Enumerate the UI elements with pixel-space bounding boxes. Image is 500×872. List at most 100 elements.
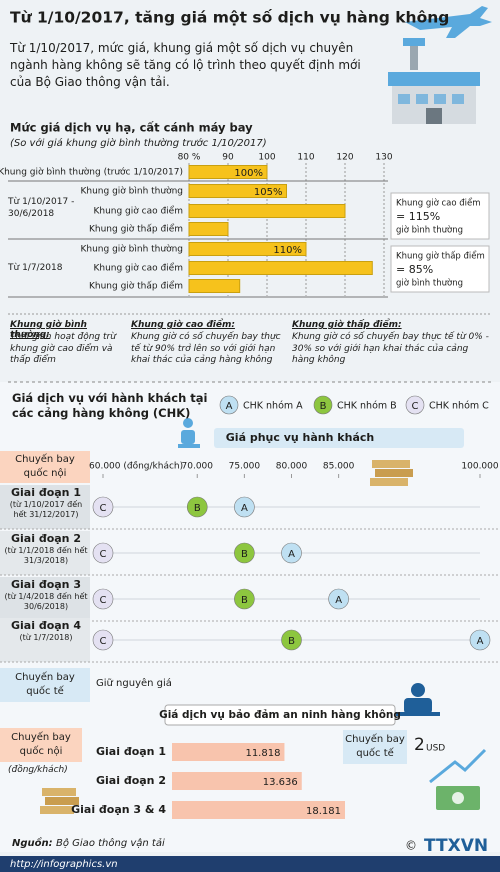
category-label: Khung giờ bình thường <box>80 244 183 255</box>
dot <box>186 496 208 518</box>
category-label: Khung giờ thấp điểm <box>89 224 183 235</box>
category-label: Giai đoạn 3 & 4 <box>71 803 166 816</box>
dot-label: A <box>477 636 484 647</box>
definition-text: Thời gian hoạt động trừ khung giờ cao đi… <box>10 332 116 365</box>
category-label: Khung giờ cao điểm <box>93 206 183 217</box>
dot-label: C <box>100 636 107 647</box>
dot-label: A <box>241 503 248 514</box>
bar <box>172 743 285 761</box>
chart-subtitle: Giá phục vụ hành khách <box>226 431 374 444</box>
row-band <box>0 618 90 662</box>
x-tick-label: 80.000 <box>276 462 308 472</box>
chart-subtitle: (So với giá khung giờ bình thường trước … <box>10 137 267 149</box>
x-tick-label: 110 <box>297 153 314 163</box>
copyright: © <box>405 839 417 853</box>
value-label: 110% <box>273 245 302 256</box>
source-text: Bộ Giao thông vận tải <box>56 837 165 849</box>
legend-marker <box>313 395 333 415</box>
airport-icon <box>388 38 480 124</box>
legend-marker-label: B <box>320 401 327 412</box>
dot <box>92 496 114 518</box>
chart-title: Giá dịch vụ với hành khách tại các cảng … <box>12 391 208 420</box>
x-tick-label: 130 <box>375 153 392 163</box>
x-tick-label: 70.000 <box>182 462 214 472</box>
definition-text: Khung giờ có số chuyến bay thực tế từ 90… <box>131 332 281 365</box>
row-header: Chuyến bay quốc tế <box>345 734 405 759</box>
footer-bar <box>0 856 500 872</box>
row-header-bg <box>0 451 90 483</box>
legend-marker <box>219 395 239 415</box>
category-label: Khung giờ cao điểm <box>93 263 183 274</box>
x-tick-label: 75.000 <box>229 462 261 472</box>
dot-label: B <box>241 549 248 560</box>
legend-label: CHK nhóm C <box>429 401 489 412</box>
coins-icon <box>370 460 413 486</box>
dot-label: A <box>288 549 295 560</box>
row-header: Chuyến bay quốc nội <box>15 454 75 479</box>
note-value: = 115% <box>396 210 440 223</box>
category-label: Giai đoạn 4 <box>11 619 81 632</box>
value-label: 11.818 <box>245 748 280 759</box>
bar <box>188 204 346 218</box>
international-value: 2 <box>414 735 425 755</box>
definition-title: Khung giờ bình thường: <box>10 320 87 340</box>
bar <box>188 222 229 236</box>
dot <box>234 496 255 518</box>
group-label: Từ 1/7/2018 <box>8 263 63 273</box>
dot <box>234 542 255 564</box>
bar <box>172 772 302 790</box>
note-title: Khung giờ thấp điểm <box>396 251 485 262</box>
chart-title: Mức giá dịch vụ hạ, cất cánh máy bay <box>10 121 253 135</box>
x-tick-label: 120 <box>336 153 353 163</box>
x-tick-label: 60.000 (đồng/khách) <box>89 461 183 472</box>
definition-title: Khung giờ cao điểm: <box>131 320 235 330</box>
bar <box>188 165 268 179</box>
category-label: Giai đoạn 2 <box>96 774 166 787</box>
value-label: 13.636 <box>263 777 298 788</box>
legend-marker-label: C <box>412 401 419 412</box>
airplane-icon <box>405 6 492 38</box>
note-text: giờ bình thường <box>396 225 463 236</box>
dot-label: C <box>100 595 107 606</box>
dot-label: B <box>241 595 248 606</box>
dot-label: A <box>335 595 342 606</box>
dot <box>281 629 302 651</box>
x-tick-label: 80 % <box>178 153 201 163</box>
category-note: (từ 1/4/2018 đến hết 30/6/2018) <box>4 592 88 611</box>
source-label: Nguồn: <box>12 836 53 849</box>
note-value: = 85% <box>396 263 433 276</box>
value-label: 18.181 <box>306 806 341 817</box>
bar <box>188 261 373 275</box>
dot-label: C <box>100 549 107 560</box>
x-tick-label: 100.000 <box>461 462 498 472</box>
category-label: Khung giờ bình thường (trước 1/10/2017) <box>0 167 183 178</box>
security-icon <box>396 683 440 716</box>
value-label: 105% <box>254 187 283 198</box>
dot <box>92 629 114 651</box>
money-icon <box>429 748 487 810</box>
coins-icon <box>40 788 79 814</box>
bar <box>172 801 345 819</box>
intro: Từ 1/10/2017, mức giá, khung giá một số … <box>10 41 361 89</box>
dot <box>92 588 114 610</box>
row-header-bg <box>0 668 90 702</box>
chart-title: Giá dịch vụ bảo đảm an ninh hàng không <box>159 709 401 721</box>
category-label: Giai đoạn 2 <box>11 532 81 545</box>
legend-label: CHK nhóm A <box>243 401 303 412</box>
legend-marker <box>405 395 425 415</box>
category-note: (từ 1/7/2018) <box>19 633 73 642</box>
row-header: Chuyến bay quốc nội <box>11 732 71 757</box>
definition-text: Khung giờ có số chuyến bay thực tế từ 0%… <box>292 332 489 365</box>
row-band <box>0 577 90 621</box>
dot <box>234 588 255 610</box>
category-label: Giai đoạn 1 <box>96 745 166 758</box>
legend-marker-label: A <box>226 401 233 412</box>
category-label: Khung giờ thấp điểm <box>89 281 183 292</box>
bar <box>188 279 241 293</box>
x-tick-label: 85.000 <box>323 462 355 472</box>
category-label: Giai đoạn 1 <box>11 486 81 499</box>
bar <box>188 184 287 198</box>
category-note: (từ 1/1/2018 đến hết 31/3/2018) <box>4 546 88 565</box>
